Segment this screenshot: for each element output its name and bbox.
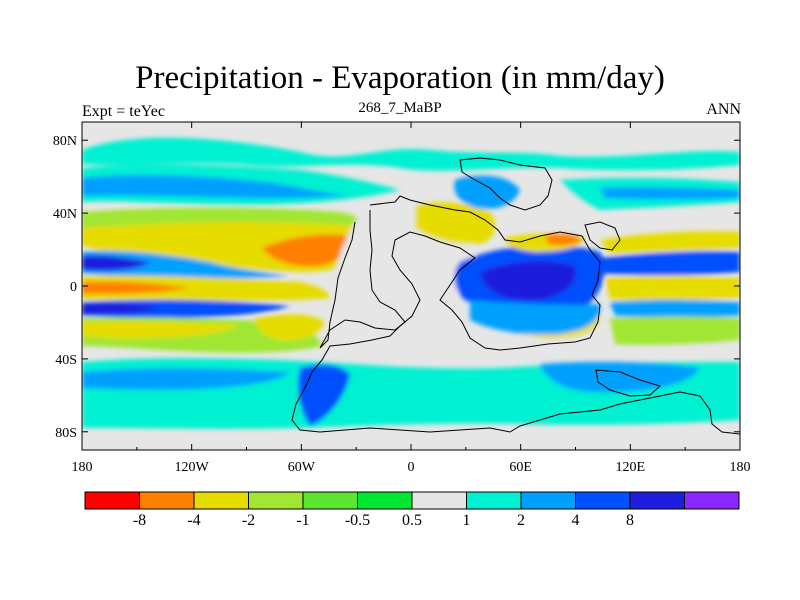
colorbar <box>84 491 740 510</box>
tethys-wet-core <box>480 261 576 301</box>
n-dry-core <box>262 234 351 267</box>
season-label: ANN <box>706 101 741 118</box>
ne-itcz <box>600 251 740 276</box>
coastlines <box>291 157 740 435</box>
colorbar-label: 2 <box>517 512 525 529</box>
chart-title: Precipitation - Evaporation (in mm/day) <box>135 60 665 96</box>
n-itcz-core <box>82 255 150 271</box>
lon-tick-label: 120E <box>616 460 646 475</box>
colorbar-label: 4 <box>572 512 580 529</box>
lon-tick-label: 180 <box>72 460 93 475</box>
colorbar-swatch <box>193 491 249 510</box>
axis-tick-labels: 180 120W 60W 0 60E 120E 180 80N 40N 0 40S 80S <box>53 134 751 475</box>
lon-tick-label: 60W <box>288 460 316 475</box>
lat-tick-label: 40N <box>53 207 77 222</box>
colorbar-label: 8 <box>626 512 634 529</box>
ne-dry <box>600 231 740 254</box>
coastline-east-island <box>584 221 621 251</box>
lon-tick-label: 180 <box>730 460 751 475</box>
tethys-south <box>470 300 601 335</box>
axis-ticks <box>81 122 741 450</box>
coastline-west <box>319 210 406 349</box>
arctic-band <box>82 137 740 171</box>
n-itcz-wet <box>82 250 290 279</box>
colorbar-swatch <box>84 491 140 510</box>
s-dry-patch <box>255 314 325 341</box>
coastline-north-inner-sea <box>459 157 553 211</box>
colorbar-swatch <box>411 491 467 510</box>
inner-sea-dry <box>415 202 496 245</box>
chart-subtitle: 268_7_MaBP <box>358 100 442 116</box>
colorbar-swatch <box>684 491 740 510</box>
coastline-south-island <box>595 369 661 397</box>
equatorial-dry-core <box>82 281 190 294</box>
s-pacific-wet <box>82 368 290 390</box>
n-pacific-wet-core <box>82 175 350 199</box>
ne-ocean-wet-core <box>600 187 740 200</box>
lat-tick-label: 80S <box>55 426 77 441</box>
experiment-label: Expt = teYec <box>82 103 165 120</box>
colorbar-labels: -8 -4 -2 -1 -0.5 0.5 1 2 4 8 <box>133 512 634 529</box>
coastline-main <box>291 195 740 435</box>
colorbar-label: -8 <box>133 512 146 529</box>
lon-tick-label: 0 <box>408 460 415 475</box>
n-dry-edge <box>82 207 368 228</box>
peri-tethys-core <box>545 233 582 246</box>
colorbar-swatch <box>248 491 304 510</box>
s-indian-wet <box>540 361 700 393</box>
colorbar-label: 0.5 <box>402 512 422 529</box>
lat-tick-label: 80N <box>53 134 77 149</box>
colorbar-swatch <box>575 491 631 510</box>
colorbar-label: 1 <box>463 512 471 529</box>
colorbar-swatch <box>466 491 522 510</box>
se-dry <box>610 316 740 345</box>
colorbar-label: -0.5 <box>345 512 370 529</box>
colorbar-swatch <box>520 491 576 510</box>
colorbar-label: -4 <box>187 512 200 529</box>
precip-field <box>82 122 740 450</box>
lon-tick-label: 120W <box>175 460 210 475</box>
colorbar-swatch <box>302 491 358 510</box>
lat-tick-label: 0 <box>70 280 77 295</box>
colorbar-swatch <box>357 491 413 510</box>
lon-tick-label: 60E <box>509 460 532 475</box>
colorbar-swatch <box>139 491 195 510</box>
s-itcz-core <box>82 303 160 314</box>
lat-tick-label: 40S <box>55 353 77 368</box>
colorbar-swatch <box>629 491 685 510</box>
equatorial-dry <box>82 275 330 302</box>
colorbar-label: -2 <box>242 512 255 529</box>
se-itcz <box>610 299 740 318</box>
e-equatorial-dry <box>605 275 740 301</box>
s-atlantic-wet <box>298 364 350 426</box>
colorbar-label: -1 <box>296 512 309 529</box>
s-dry-core <box>82 321 240 339</box>
